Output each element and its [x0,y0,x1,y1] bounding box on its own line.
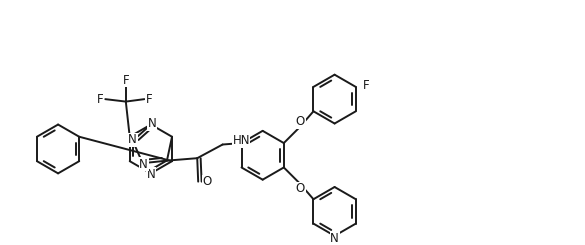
Text: O: O [202,175,212,188]
Text: F: F [146,93,153,106]
Text: F: F [363,79,370,92]
Text: N: N [147,117,156,130]
Text: HN: HN [232,134,250,147]
Text: F: F [122,74,129,86]
Text: N: N [128,133,137,147]
Text: N: N [330,232,339,245]
Text: O: O [296,183,305,196]
Text: N: N [146,168,155,181]
Text: N: N [139,158,148,171]
Text: O: O [296,115,305,128]
Text: F: F [97,93,104,106]
